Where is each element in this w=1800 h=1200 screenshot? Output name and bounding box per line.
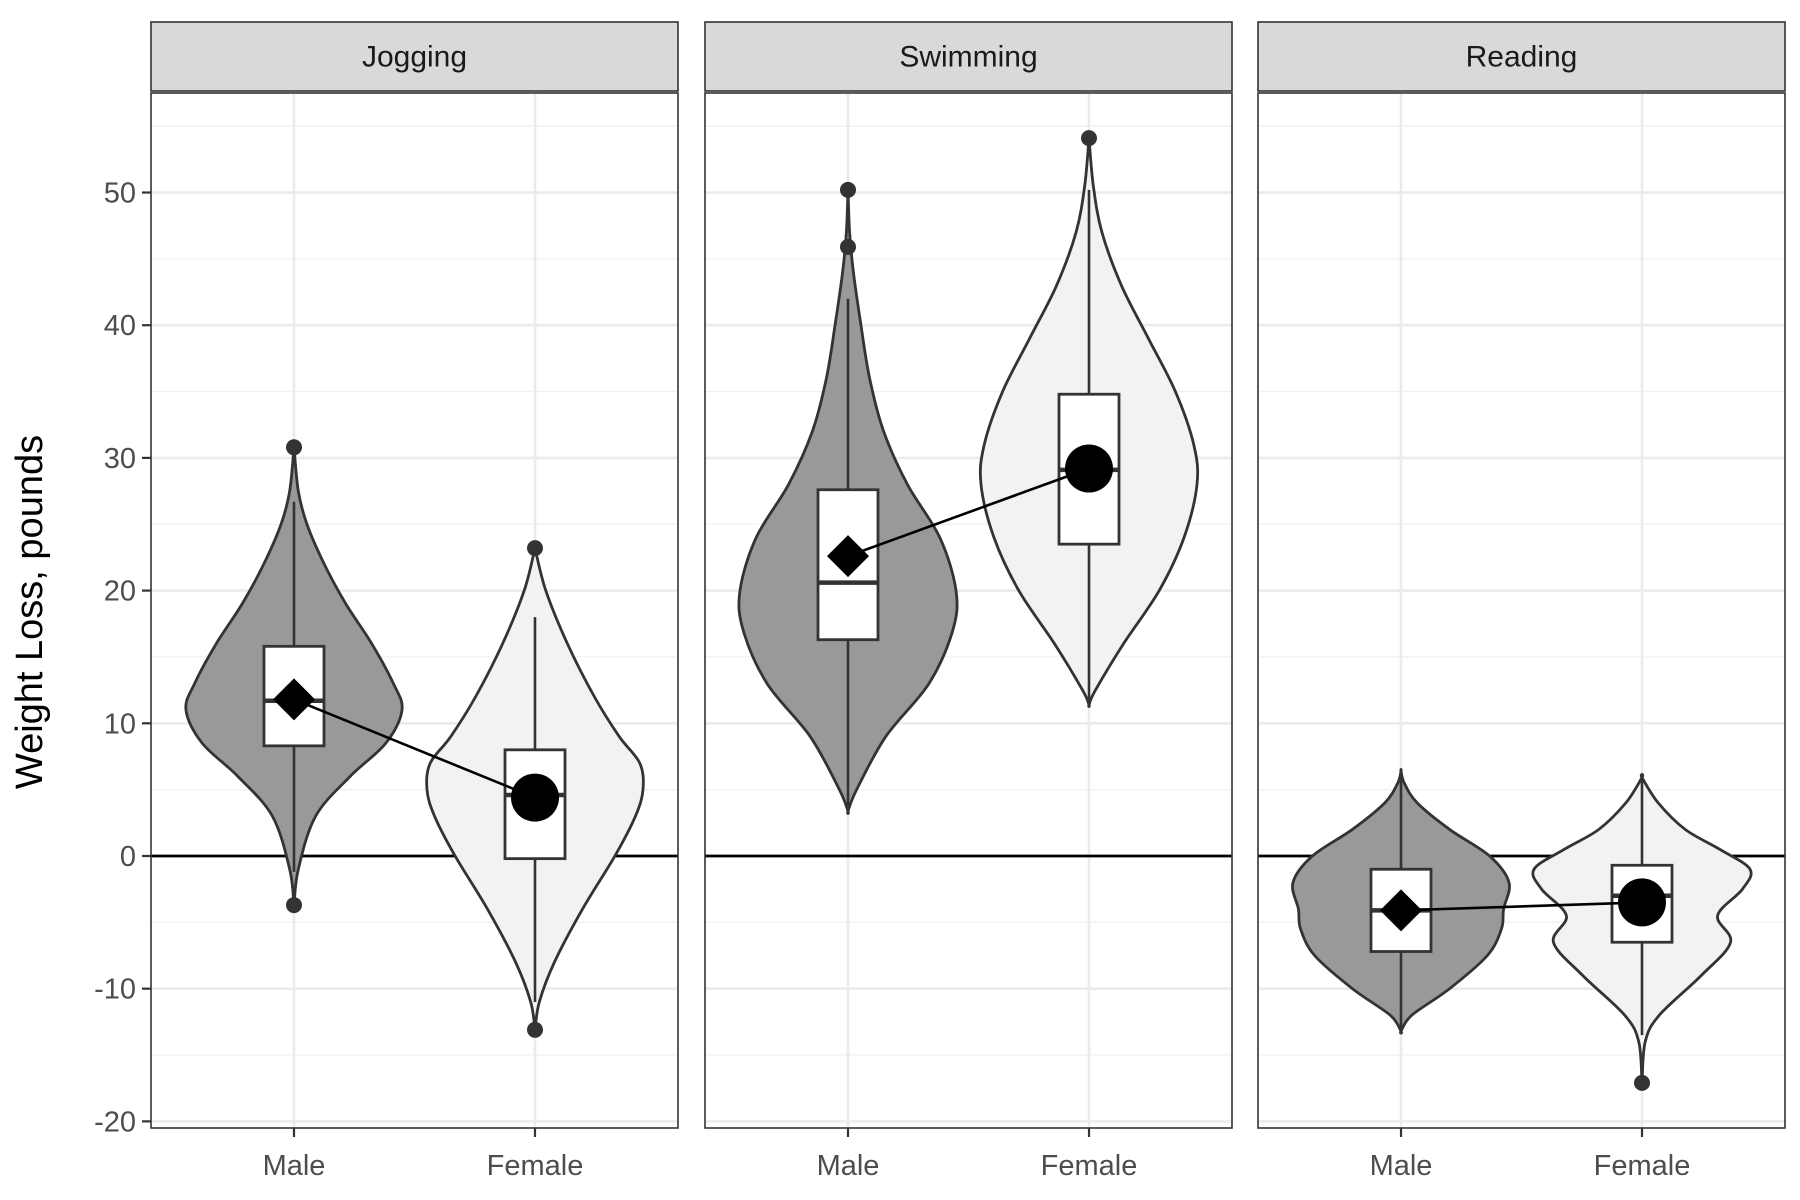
mean-marker-male: [1380, 889, 1422, 932]
mean-marker-female: [1618, 878, 1666, 927]
panel-reading: Reading Male Female: [1257, 21, 1786, 1182]
outlier-point: [1634, 1074, 1650, 1091]
outlier-point: [286, 897, 302, 914]
mean-connector-line: [847, 467, 1090, 558]
y-axis: -20 -10 0 10 20 30 40 50: [94, 178, 151, 1138]
mean-marker-female: [1065, 444, 1113, 493]
outlier-point: [1081, 130, 1097, 147]
y-tick-label: 0: [120, 841, 136, 873]
y-tick-label: 30: [104, 443, 136, 475]
strip-label: Swimming: [899, 41, 1037, 74]
x-tick-label: Female: [1594, 1150, 1691, 1182]
panel-jogging: Jogging Male Female: [150, 21, 679, 1182]
strip-background: [1257, 21, 1786, 92]
mean-marker-female: [511, 773, 559, 822]
mean-marker-male: [273, 678, 315, 721]
x-tick-label: Female: [487, 1150, 584, 1182]
x-tick-label: Male: [263, 1150, 326, 1182]
x-tick-label: Male: [817, 1150, 880, 1182]
strip-label: Reading: [1466, 41, 1578, 74]
y-tick-label: 50: [104, 178, 136, 210]
strip-background: [704, 21, 1233, 92]
mean-connector-line: [293, 698, 536, 799]
y-tick-label: -10: [94, 974, 136, 1006]
y-tick-label: 40: [104, 310, 136, 342]
strip-background: [150, 21, 679, 92]
panel-swimming: Swimming Male Female: [704, 21, 1233, 1182]
outlier-point: [527, 1021, 543, 1038]
y-tick-label: -20: [94, 1106, 136, 1138]
y-axis-title: Weight Loss, pounds: [9, 435, 51, 789]
panel-background: [151, 93, 678, 1128]
outlier-point: [840, 181, 856, 198]
mean-connector-line: [1400, 901, 1643, 912]
x-tick-label: Female: [1041, 1150, 1138, 1182]
outlier-point: [840, 238, 856, 255]
y-tick-label: 20: [104, 576, 136, 608]
y-tick-label: 10: [104, 708, 136, 740]
x-tick-label: Male: [1370, 1150, 1433, 1182]
outlier-point: [286, 439, 302, 456]
panel-border: [150, 92, 679, 1129]
strip-label: Jogging: [362, 41, 467, 74]
panel-border: [704, 92, 1233, 1129]
panel-border: [1257, 92, 1786, 1129]
mean-marker-male: [827, 535, 869, 578]
outlier-point: [527, 540, 543, 557]
